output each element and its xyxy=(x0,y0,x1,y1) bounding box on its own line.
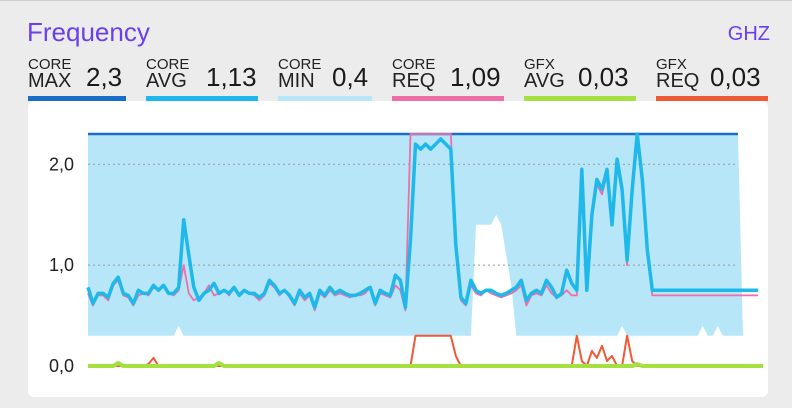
metric-core-min: CORE MIN 0,4 xyxy=(278,57,372,101)
metric-name: CORE REQ xyxy=(392,56,436,92)
y-tick-label: 1,0 xyxy=(49,255,74,275)
metric-name: CORE MAX xyxy=(28,56,72,92)
metric-value: 2,3 xyxy=(86,62,123,92)
metric-name: CORE MIN xyxy=(278,56,322,92)
panel-title: Frequency xyxy=(27,17,150,47)
metric-value: 1,13 xyxy=(206,62,257,92)
metric-color-bar xyxy=(278,96,372,101)
metric-name: GFX REQ xyxy=(656,56,700,92)
metric-name: CORE AVG xyxy=(146,56,190,92)
series-line-gfx-avg xyxy=(88,361,764,368)
metric-color-bar xyxy=(28,96,126,101)
metric-color-bar xyxy=(392,96,504,101)
y-tick-label: 2,0 xyxy=(49,154,74,174)
chart-card: 0,0 1,0 2,0 xyxy=(28,101,768,397)
metric-value: 0,4 xyxy=(332,62,369,92)
unit-label: GHZ xyxy=(727,23,770,45)
metric-core-avg: CORE AVG 1,13 xyxy=(146,57,258,101)
metric-core-req: CORE REQ 1,09 xyxy=(392,57,504,101)
metric-color-bar xyxy=(656,96,768,101)
metric-value: 1,09 xyxy=(450,62,501,92)
metric-core-max: CORE MAX 2,3 xyxy=(28,57,126,101)
frequency-chart: 0,0 1,0 2,0 xyxy=(49,132,764,376)
series-line-core-avg xyxy=(86,132,759,310)
metric-color-bar xyxy=(146,96,258,101)
series-line-gfx-req xyxy=(88,334,749,367)
metric-gfx-req: GFX REQ 0,03 xyxy=(656,57,768,101)
metric-value: 0,03 xyxy=(710,62,761,92)
core-min-max-band xyxy=(88,134,743,336)
metric-name: GFX AVG xyxy=(524,56,565,92)
y-tick-label: 0,0 xyxy=(49,356,74,376)
metric-color-bar xyxy=(524,96,636,101)
metric-gfx-avg: GFX AVG 0,03 xyxy=(524,57,636,101)
metric-value: 0,03 xyxy=(578,62,629,92)
